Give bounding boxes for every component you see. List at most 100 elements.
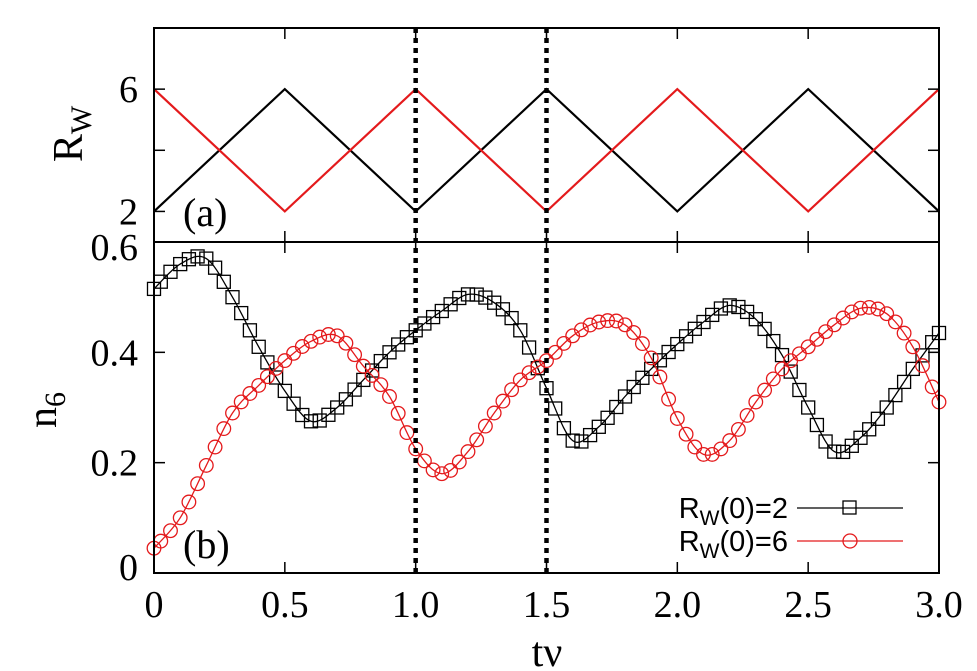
panel-b-xtick-label: 2.0 <box>654 584 702 626</box>
panel-b-series-2-point <box>486 405 502 421</box>
panel-b-series-2-point <box>425 462 441 478</box>
panel-b-series-1-point <box>338 392 354 407</box>
panel-b-series-1-point <box>312 413 327 428</box>
panel-b-series-2-point <box>765 371 781 387</box>
panel-b-series-2-point <box>163 523 178 539</box>
panel-b-series-2-point <box>294 339 310 354</box>
panel-b-series-2-point <box>303 333 319 349</box>
panel-b-series-1-point <box>330 400 345 415</box>
panel-b-series-1-point <box>870 411 886 426</box>
panel-b-series-1-point <box>347 382 362 397</box>
panel-a-ylabel-main: R <box>46 134 92 162</box>
legend-label-2-rest: (0)=6 <box>719 526 788 558</box>
legend: RW(0)=2 RW(0)=6 <box>679 493 903 563</box>
panel-b-series-2-point <box>800 339 816 355</box>
panel-b-series-2-point <box>451 454 467 470</box>
panel-b-series-2-point <box>259 369 275 385</box>
panel-b-xtick-label: 2.5 <box>784 584 832 626</box>
panel-b-series-1-point <box>242 323 258 338</box>
panel-b-ytick-label: 0.4 <box>91 332 139 374</box>
panel-a-ytick-label: 2 <box>119 191 138 233</box>
panel-b-series-1-point <box>757 321 772 337</box>
panel-b-series-2-point <box>251 377 267 393</box>
panel-b-series-1-point <box>321 407 336 422</box>
panel-b-series-2-point <box>539 353 554 369</box>
panel-b-series-1-point <box>801 400 816 415</box>
panel-b-series-2-point <box>634 336 650 352</box>
panel-b-series-2-point <box>312 329 328 345</box>
panel-b-series-2-point <box>652 369 668 385</box>
panel-b-series-1-point <box>644 361 659 377</box>
panel-b-series-1-point <box>234 305 249 321</box>
panel-b-series-2-point <box>382 389 397 404</box>
panel-b-series-2-point <box>329 328 345 344</box>
panel-b-series-2-point <box>896 325 912 341</box>
panel-b-xtick-label: 1.0 <box>392 584 440 626</box>
panel-b-ytick-label: 0.2 <box>91 443 139 485</box>
panel-b-series-2-point <box>460 444 476 460</box>
panel-b-series-1-point <box>225 290 240 305</box>
panel-b-ylabel-sub: 6 <box>39 392 72 407</box>
panel-b-series-2-point <box>739 407 755 423</box>
panel-b-series-2-point <box>643 350 659 366</box>
panel-b-series-2-point <box>338 335 354 351</box>
panel-a-ylabel-sub: W <box>65 105 98 134</box>
panel-b-series-1-point <box>521 340 537 355</box>
panel-b-series-1-point <box>879 400 894 415</box>
panel-b-series-1-point <box>739 304 755 320</box>
panel-b-series-1-point <box>896 374 912 390</box>
panel-b-series-1-point <box>268 370 284 385</box>
panel-b-series-2-point <box>887 314 903 330</box>
panel-b-series-2-point <box>512 372 528 388</box>
panel-b-series-1-point <box>591 419 606 434</box>
panel-b-series-2-point <box>879 306 895 322</box>
panel-b-ylabel: n6 <box>20 392 72 428</box>
panel-b-series-1-point <box>783 364 798 379</box>
panel-b-series-1-point <box>303 414 319 429</box>
panel-b-series-1-point <box>478 290 493 305</box>
panel-b-series-2-point <box>870 301 886 317</box>
panel-b-series-1-point <box>818 434 833 449</box>
panel-b-series-1-point <box>513 323 528 338</box>
legend-label-2-sub: W <box>700 540 720 563</box>
panel-b-series-2-point <box>669 411 685 426</box>
panel-b-series-1-point <box>207 260 223 275</box>
panel-b-series-1-point <box>190 249 205 264</box>
panel-b-series-2-point <box>172 510 188 526</box>
panel-frames: 2 6 0 0.2 0.4 0.6 0 0.5 1.0 1.5 2.0 2.5 3.0 <box>91 27 963 626</box>
legend-label-1-sub: W <box>700 507 720 530</box>
panel-b-series-1-point <box>181 252 197 267</box>
panel-b-xtick-label: 0 <box>145 584 164 626</box>
panel-b-series-2-point <box>390 405 406 421</box>
panel-b-series-2-point <box>844 304 860 320</box>
panel-b-series-1-point <box>364 363 380 378</box>
panel-b-series-1-line <box>153 255 940 454</box>
panel-b-series-2-point <box>277 353 293 369</box>
panel-b-series-2-point <box>495 393 511 409</box>
panel-b-series-2-point <box>443 462 459 478</box>
panel-b-series-1-point <box>792 382 807 398</box>
panel-b-series-1-point <box>565 433 580 448</box>
panel-b-series-2-point <box>905 339 921 355</box>
panel-b-series-2-point <box>748 394 764 410</box>
panel-b-series-2-point <box>233 394 249 410</box>
panel-b-xtick-label: 0.5 <box>261 584 309 626</box>
panel-b-series-2-point <box>774 361 790 377</box>
panel-b-series-1-point <box>495 302 511 317</box>
panel-b-series-2-point <box>757 382 773 398</box>
panel-b-series-2-point <box>355 358 371 374</box>
panel-b-ylabel-main: n <box>20 407 66 428</box>
panel-b-series-2-point <box>861 299 877 315</box>
legend-marker-1 <box>842 500 857 515</box>
panel-b-series-1-point <box>556 421 572 436</box>
panel-b-series-1-point <box>652 353 668 368</box>
panel-b-series-1-point <box>582 427 598 443</box>
panel-b-series-2-point <box>661 391 677 407</box>
legend-label-2: RW(0)=6 <box>679 526 788 563</box>
panel-b-series-1-point <box>391 337 406 352</box>
panel-b-xtick-label: 1.5 <box>523 584 571 626</box>
panel-b-series-1-point <box>731 299 746 315</box>
panel-b-series-2-point <box>730 421 746 437</box>
panel-b-series-2-point <box>591 314 607 330</box>
